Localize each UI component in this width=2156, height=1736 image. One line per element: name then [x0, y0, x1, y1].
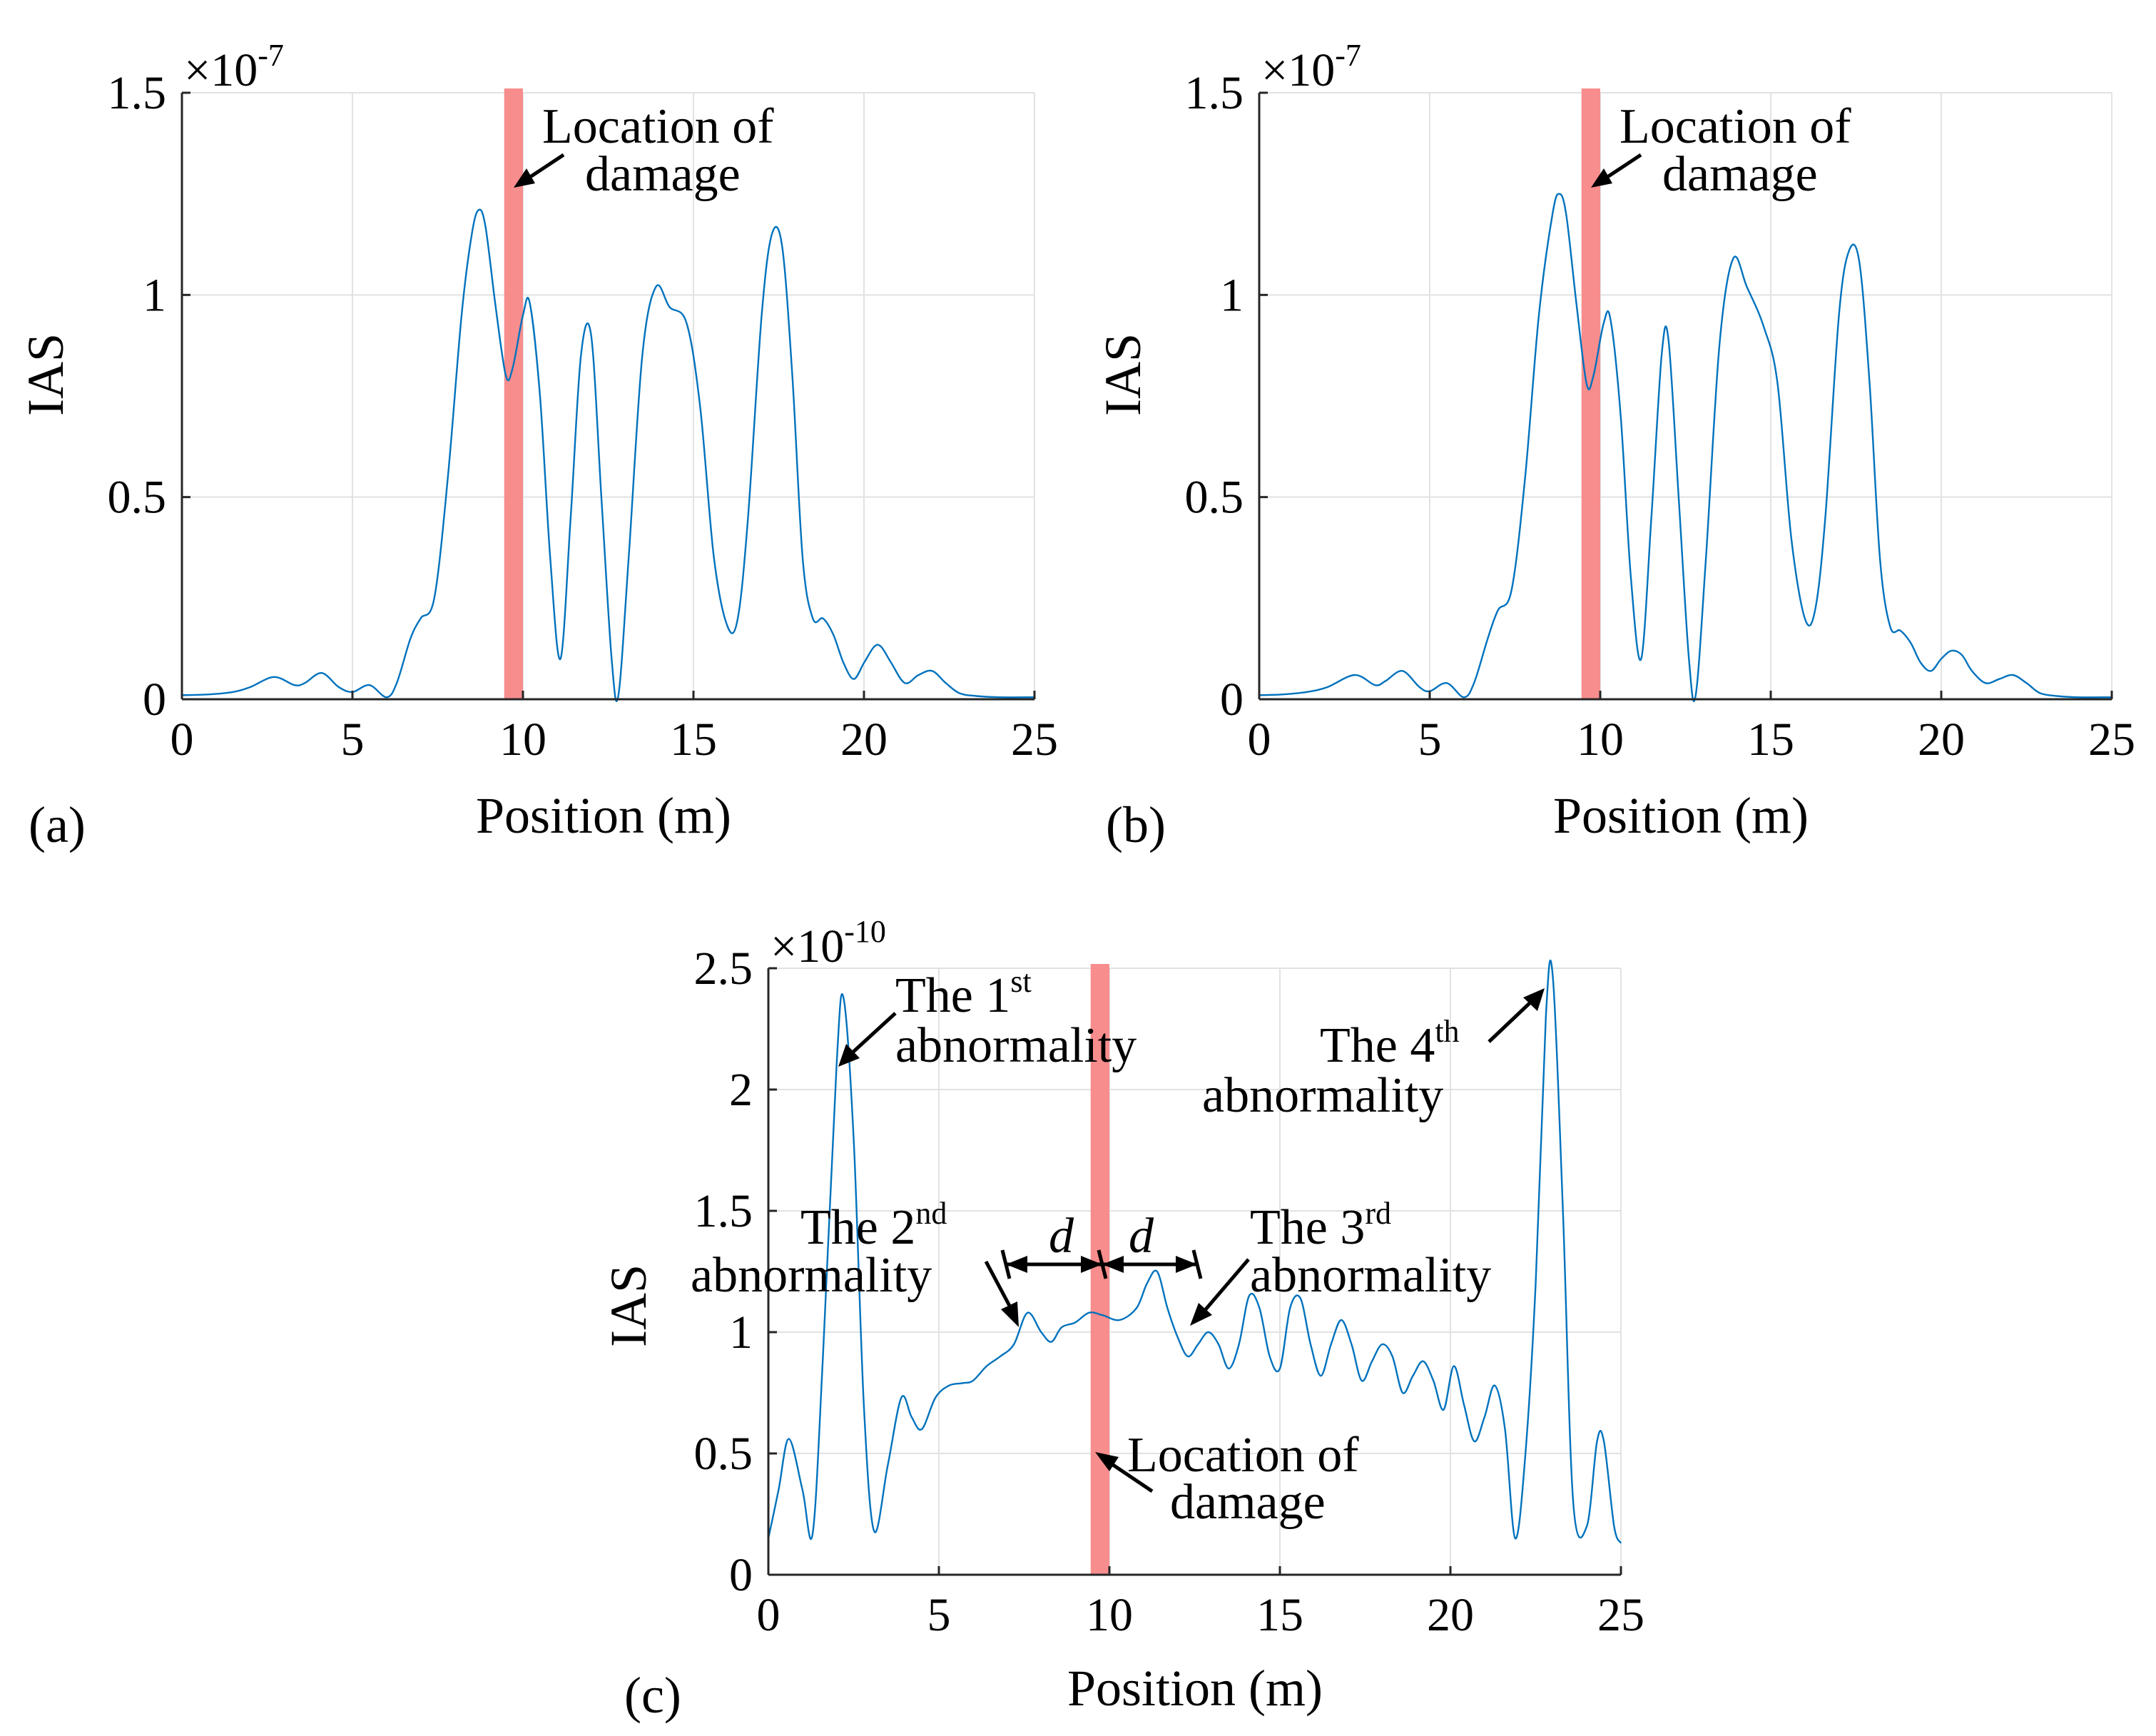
panel-c-abnormality-2-line2: abnormality — [691, 1248, 932, 1303]
panel-a-damage-note-line2: damage — [585, 147, 741, 202]
panel-c-distance-arrowhead-mid-right — [1102, 1256, 1124, 1273]
panel-b-xtick-label-4: 20 — [1918, 714, 1965, 766]
panel-c-abnormality-1-arrow — [851, 1012, 897, 1054]
panel-c-abnormality-4-line1: The 4th — [1320, 1014, 1460, 1073]
panel-b-tick-labels: 0 5 10 15 20 25 0 0.5 1 1.5 — [1185, 67, 2136, 766]
panel-c-xtick-label-3: 15 — [1256, 1589, 1303, 1641]
panel-b-ytick-label-0: 0 — [1220, 674, 1244, 726]
panel-c: 0 5 10 15 20 25 0 0.5 1 1.5 2 2.5 ×10-10 IAS Positi… — [600, 914, 1644, 1724]
panel-c-ytick-label-2: 1 — [729, 1306, 753, 1359]
panel-c-label: (c) — [624, 1667, 681, 1724]
panel-b-xtick-label-0: 0 — [1248, 714, 1271, 766]
panel-a-damage-arrow — [527, 153, 565, 181]
panel-c-ytick-label-1: 0.5 — [694, 1428, 753, 1480]
panel-a-ytick-label-1: 0.5 — [108, 472, 167, 524]
panel-b-damage-note-line2: damage — [1662, 147, 1818, 202]
panel-a-damage-band — [504, 88, 523, 699]
panel-c-abnormality-2-line1: The 2nd — [800, 1196, 947, 1255]
panel-c-damage-note-line2: damage — [1170, 1475, 1326, 1530]
panel-c-damage-note-line1: Location of — [1127, 1428, 1359, 1483]
panel-c-xtick-label-0: 0 — [757, 1589, 780, 1641]
panel-b-ytick-label-3: 1.5 — [1185, 67, 1244, 119]
panel-c-y-exponent: ×10-10 — [771, 914, 886, 973]
panel-c-damage-arrowhead — [1095, 1452, 1119, 1471]
panel-b-axes — [1258, 91, 2113, 701]
panel-c-xlabel: Position (m) — [1067, 1660, 1323, 1717]
panel-a: 0 5 10 15 20 25 0 0.5 1 1.5 ×10-7 IAS Position (m… — [17, 38, 1058, 853]
panel-b-xtick-label-3: 15 — [1747, 714, 1794, 766]
panel-c-axes — [767, 967, 1622, 1576]
panel-c-xtick-label-5: 25 — [1597, 1589, 1644, 1641]
panel-c-damage-arrow — [1112, 1463, 1154, 1493]
panel-b-ytick-label-1: 0.5 — [1185, 472, 1244, 524]
panel-a-damage-arrowhead — [514, 168, 535, 188]
panel-c-abnormality-1-arrowhead — [838, 1044, 860, 1067]
panel-a-ias-line — [181, 208, 1035, 702]
panel-c-distance-d-left: d — [1049, 1209, 1074, 1264]
panel-b-xlabel: Position (m) — [1553, 787, 1809, 844]
panel-c-ylabel: IAS — [600, 1264, 657, 1347]
panel-c-abnormality-4-arrow — [1488, 1001, 1532, 1043]
panel-c-ytick-label-3: 1.5 — [694, 1185, 753, 1237]
panel-c-distance-arrowhead-left — [1006, 1256, 1027, 1273]
panel-c-distance-arrowhead-right — [1176, 1256, 1197, 1273]
panel-c-abnormality-4-line2: abnormality — [1202, 1068, 1443, 1123]
panel-c-tick-labels: 0 5 10 15 20 25 0 0.5 1 1.5 2 2.5 — [694, 943, 1645, 1641]
panel-a-label: (a) — [29, 796, 86, 853]
panel-c-distance-d-right: d — [1129, 1209, 1154, 1264]
panel-b-ylabel: IAS — [1094, 333, 1151, 416]
panel-a-tick-labels: 0 5 10 15 20 25 0 0.5 1 1.5 — [108, 67, 1059, 766]
panel-a-y-exponent: ×10-7 — [184, 38, 284, 96]
panel-a-xtick-label-0: 0 — [171, 714, 194, 766]
panel-b-ytick-label-2: 1 — [1220, 269, 1244, 321]
panel-c-damage-band — [1090, 964, 1109, 1575]
panel-a-xtick-label-1: 5 — [341, 714, 365, 766]
panel-a-ytick-label-3: 1.5 — [108, 67, 167, 119]
panel-c-abnormality-2-arrowhead — [1001, 1301, 1019, 1327]
panel-a-ylabel: IAS — [17, 333, 74, 416]
panel-c-abnormality-3-arrowhead — [1190, 1303, 1212, 1326]
panel-c-distance-arrowhead-mid-left — [1081, 1256, 1102, 1273]
panel-b-damage-arrowhead — [1591, 168, 1612, 188]
panel-b-label: (b) — [1106, 796, 1166, 853]
panel-b-xtick-label-1: 5 — [1418, 714, 1442, 766]
panel-b-damage-note-line1: Location of — [1619, 99, 1851, 154]
panel-c-xtick-label-2: 10 — [1086, 1589, 1133, 1641]
panel-b-damage-arrow — [1604, 153, 1642, 181]
panel-c-abnormality-2-arrow — [984, 1260, 1012, 1307]
panel-b-xtick-label-2: 10 — [1577, 714, 1624, 766]
panel-a-xlabel: Position (m) — [476, 787, 731, 844]
panel-c-ytick-label-4: 2 — [729, 1064, 753, 1116]
panel-a-axes — [180, 91, 1036, 701]
panel-c-abnormality-1-line2: abnormality — [895, 1018, 1137, 1073]
panel-a-xtick-label-3: 15 — [670, 714, 717, 766]
panel-c-xtick-label-1: 5 — [927, 1589, 951, 1641]
panel-c-abnormality-3-line1: The 3rd — [1250, 1196, 1391, 1255]
panel-b-xtick-label-5: 25 — [2088, 714, 2135, 766]
panel-c-ias-line — [767, 959, 1622, 1544]
panel-c-abnormality-1-line1: The 1st — [895, 964, 1032, 1023]
panel-a-xtick-label-2: 10 — [499, 714, 546, 766]
panel-c-abnormality-3-line2: abnormality — [1250, 1248, 1491, 1303]
panel-b-ias-line — [1258, 193, 2112, 702]
panel-b: 0 5 10 15 20 25 0 0.5 1 1.5 ×10-7 IAS Position (m… — [1094, 38, 2135, 853]
panel-a-xtick-label-4: 20 — [840, 714, 888, 766]
panel-a-xtick-label-5: 25 — [1011, 714, 1058, 766]
panel-c-ytick-label-5: 2.5 — [694, 943, 753, 995]
panel-c-ytick-label-0: 0 — [729, 1549, 753, 1601]
panel-b-y-exponent: ×10-7 — [1261, 38, 1361, 96]
panel-a-ytick-label-0: 0 — [143, 674, 166, 726]
panel-c-abnormality-4-arrowhead — [1523, 988, 1545, 1011]
panel-b-damage-band — [1581, 88, 1600, 699]
panel-a-damage-note-line1: Location of — [542, 99, 774, 154]
panel-c-xtick-label-4: 20 — [1427, 1589, 1474, 1641]
panel-a-ytick-label-2: 1 — [143, 269, 166, 321]
panel-c-abnormality-3-arrow — [1204, 1258, 1250, 1311]
